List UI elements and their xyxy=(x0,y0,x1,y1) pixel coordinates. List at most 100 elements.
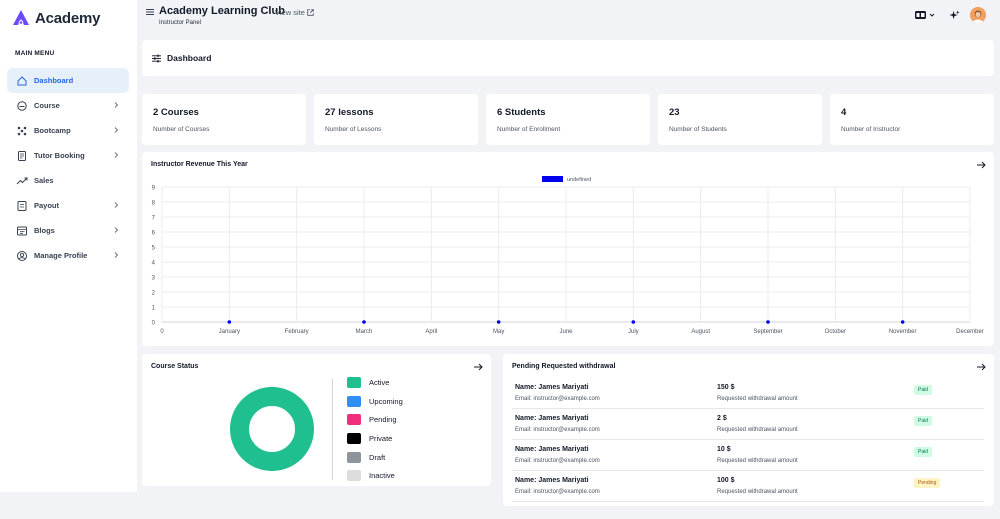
status-badge: Pending xyxy=(914,478,941,488)
x-tick-label: June xyxy=(559,329,573,335)
withdrawal-email: Email: instructor@example.com xyxy=(515,396,600,402)
y-tick-label: 4 xyxy=(152,261,156,267)
stat-label: Number of Lessons xyxy=(325,126,382,133)
chevron-right-icon xyxy=(114,202,119,208)
withdrawal-row: Name: James Mariyati Email: instructor@ex… xyxy=(512,409,984,440)
stat-card: 6 Students Number of Enrollment xyxy=(486,94,650,145)
sidebar-menu: Dashboard Course Bootcamp Tutor Booking Sale… xyxy=(7,68,129,268)
data-point xyxy=(496,320,501,324)
home-icon xyxy=(16,75,28,87)
legend-item-draft[interactable]: Draft xyxy=(347,448,403,467)
legend-label: undefined xyxy=(567,177,591,183)
withdrawal-name: Name: James Mariyati xyxy=(515,415,589,422)
y-tick-label: 2 xyxy=(152,291,156,297)
x-tick-label: April xyxy=(425,329,437,335)
sidebar-item-sales[interactable]: Sales xyxy=(7,168,129,193)
x-tick-label: August xyxy=(691,329,710,335)
withdrawal-amount: 100 $ xyxy=(717,477,735,484)
hamburger-icon[interactable] xyxy=(146,8,154,16)
legend-item-active[interactable]: Active xyxy=(347,373,403,392)
x-tick-label: March xyxy=(356,329,373,335)
y-tick-label: 7 xyxy=(152,216,156,222)
withdrawal-title: Pending Requested withdrawal xyxy=(512,363,616,370)
avatar[interactable] xyxy=(970,7,986,23)
sidebar-item-bootcamp[interactable]: Bootcamp xyxy=(7,118,129,143)
sidebar-item-label: Bootcamp xyxy=(34,126,71,135)
status-badge: Paid xyxy=(914,416,933,426)
stat-label: Number of Enrollment xyxy=(497,126,561,133)
legend-label: Draft xyxy=(369,452,386,462)
legend-label: Pending xyxy=(369,415,397,425)
withdrawal-name: Name: James Mariyati xyxy=(515,477,589,484)
data-point xyxy=(900,320,905,324)
legend-swatch xyxy=(347,451,361,463)
donut-segment-active xyxy=(230,387,314,471)
brand-name: Academy xyxy=(35,9,101,27)
legend-item-inactive[interactable]: Inactive xyxy=(347,466,403,485)
legend-label: Inactive xyxy=(369,471,395,481)
y-tick-label: 0 xyxy=(152,321,156,327)
course-status-legend: Active Upcoming Pending Private Draft Inactiv… xyxy=(347,373,403,485)
data-point xyxy=(227,320,232,324)
sidebar-item-label: Payout xyxy=(34,201,60,210)
withdrawal-card: Pending Requested withdrawal Name: James… xyxy=(503,354,994,506)
language-selector[interactable] xyxy=(915,11,935,19)
legend-item-pending[interactable]: Pending xyxy=(347,410,403,429)
legend-swatch xyxy=(542,176,563,182)
chevron-right-icon xyxy=(114,102,119,108)
x-tick-label: July xyxy=(628,329,639,335)
sidebar-item-blogs[interactable]: Blogs xyxy=(7,218,129,243)
data-point xyxy=(766,320,770,324)
status-badge: Paid xyxy=(914,447,933,457)
arrow-right-icon[interactable] xyxy=(976,160,986,170)
sidebar-item-label: Tutor Booking xyxy=(34,151,85,160)
language-icon xyxy=(915,11,926,19)
sidebar-item-manage-profile[interactable]: Manage Profile xyxy=(7,243,129,268)
view-site-link[interactable]: View site xyxy=(275,8,314,17)
withdrawal-email: Email: instructor@example.com xyxy=(515,427,600,433)
sidebar-item-tutor-booking[interactable]: Tutor Booking xyxy=(7,143,129,168)
withdrawal-email: Email: instructor@example.com xyxy=(515,489,600,495)
legend-item-upcoming[interactable]: Upcoming xyxy=(347,392,403,411)
club-title: Academy Learning Club xyxy=(159,5,285,17)
legend-item-private[interactable]: Private xyxy=(347,429,403,448)
brand[interactable]: Academy xyxy=(11,8,101,28)
withdrawal-note: Requested withdrawal amount xyxy=(717,427,798,433)
sparkle-icon[interactable] xyxy=(949,10,960,21)
x-tick-label: May xyxy=(493,329,504,335)
course-status-donut xyxy=(230,387,314,471)
x-tick-label: 0 xyxy=(160,329,164,335)
legend-swatch xyxy=(347,395,361,407)
avatar-image-icon xyxy=(970,7,986,23)
stat-value: 4 xyxy=(841,107,847,118)
y-tick-label: 1 xyxy=(152,306,156,312)
withdrawal-amount: 10 $ xyxy=(717,446,731,453)
stat-card: 4 Number of Instructor xyxy=(830,94,994,145)
legend-swatch xyxy=(347,432,361,444)
stat-value: 2 Courses xyxy=(153,107,199,118)
chevron-right-icon xyxy=(114,152,119,158)
page-title: Dashboard xyxy=(167,53,212,63)
withdrawal-row: Name: James Mariyati Email: instructor@ex… xyxy=(512,440,984,471)
arrow-right-icon[interactable] xyxy=(976,362,986,372)
legend-label: Upcoming xyxy=(369,396,403,406)
withdrawal-note: Requested withdrawal amount xyxy=(717,489,798,495)
blogs-icon xyxy=(16,225,28,237)
withdrawal-name: Name: James Mariyati xyxy=(515,384,589,391)
menu-title: MAIN MENU xyxy=(15,50,55,57)
course-status-title: Course Status xyxy=(151,363,199,370)
x-tick-label: September xyxy=(753,329,782,335)
legend-divider xyxy=(332,379,333,480)
withdrawal-amount: 2 $ xyxy=(717,415,727,422)
chevron-right-icon xyxy=(114,252,119,258)
arrow-right-icon[interactable] xyxy=(473,362,483,372)
external-link-icon xyxy=(307,9,314,16)
sidebar-item-dashboard[interactable]: Dashboard xyxy=(7,68,129,93)
sidebar-item-payout[interactable]: Payout xyxy=(7,193,129,218)
sidebar-item-course[interactable]: Course xyxy=(7,93,129,118)
course-status-card: Course Status Active Upcoming Pending Priva… xyxy=(142,354,491,486)
sidebar: Academy MAIN MENU Dashboard Course Bootcam… xyxy=(0,0,137,492)
chevron-right-icon xyxy=(114,127,119,133)
legend-label: Private xyxy=(369,433,393,443)
